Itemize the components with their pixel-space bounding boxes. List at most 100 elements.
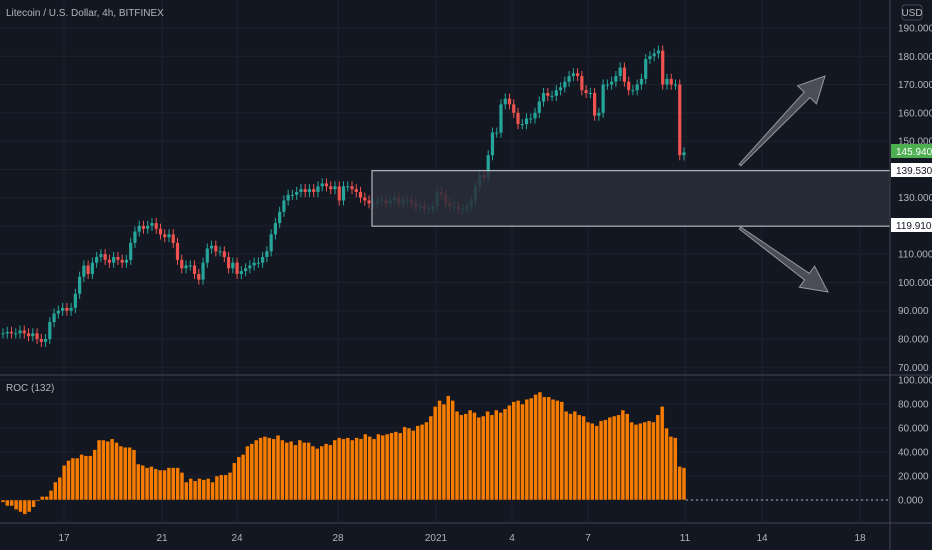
candle-body xyxy=(333,186,337,190)
y-tick-label: 190.000 xyxy=(898,24,932,35)
roc-bar xyxy=(70,457,76,501)
candle-body xyxy=(158,228,163,235)
candle-body xyxy=(610,81,614,85)
roc-tick-label: 100.000 xyxy=(898,376,932,387)
y-tick-label: 80.000 xyxy=(898,335,929,346)
roc-bar xyxy=(192,480,198,501)
roc-bar xyxy=(428,415,434,501)
x-tick-label: 24 xyxy=(231,533,243,544)
candle-body xyxy=(252,262,256,266)
candle-body xyxy=(154,223,158,229)
candle-body xyxy=(503,98,507,105)
roc-bar xyxy=(655,414,661,501)
roc-bar xyxy=(411,430,416,501)
roc-bar xyxy=(245,445,250,501)
roc-bar xyxy=(92,449,97,501)
candle-body xyxy=(597,112,601,116)
roc-bar xyxy=(533,394,538,501)
roc-bar xyxy=(249,443,255,501)
roc-bar xyxy=(267,437,272,501)
candle-body xyxy=(593,93,597,116)
roc-bar xyxy=(105,440,111,501)
candle-body xyxy=(580,76,584,91)
candle-body xyxy=(167,234,171,238)
candle-body xyxy=(133,231,137,243)
candle-body xyxy=(231,262,235,269)
candle-body xyxy=(209,245,214,249)
candle-body xyxy=(512,104,516,113)
roc-bar xyxy=(376,433,381,501)
candle-body xyxy=(163,234,167,238)
candle-body xyxy=(78,276,82,294)
y-tick-label: 180.000 xyxy=(898,52,932,63)
candle-body xyxy=(73,293,77,308)
roc-bar xyxy=(118,445,124,501)
currency-button[interactable] xyxy=(901,4,923,21)
candle-body xyxy=(244,268,248,272)
roc-bar xyxy=(437,400,442,501)
roc-bar xyxy=(485,410,490,501)
candle-body xyxy=(35,333,39,339)
roc-indicator-label: ROC (132) xyxy=(6,383,54,394)
candle-body xyxy=(661,50,665,85)
roc-bar xyxy=(131,449,137,501)
roc-bar xyxy=(380,434,386,501)
roc-bar xyxy=(236,456,241,501)
roc-bar xyxy=(74,457,80,501)
candle-body xyxy=(39,339,43,342)
x-tick-label: 17 xyxy=(58,533,70,544)
roc-tick-label: 20.000 xyxy=(898,472,929,483)
roc-bar xyxy=(515,400,521,501)
y-tick-label: 90.000 xyxy=(898,306,929,317)
candle-body xyxy=(299,189,303,192)
roc-bar xyxy=(598,420,604,501)
roc-bar xyxy=(393,431,399,501)
roc-bar xyxy=(171,467,176,501)
roc-bar xyxy=(476,416,482,501)
roc-bar xyxy=(402,426,407,501)
roc-bar xyxy=(341,438,346,501)
candle-body xyxy=(563,81,567,88)
candle-body xyxy=(261,257,265,263)
symbol-title: Litecoin / U.S. Dollar, 4h, BITFINEX xyxy=(6,8,164,19)
box-top-tag: 139.530 xyxy=(891,163,932,177)
roc-pane[interactable] xyxy=(0,391,890,515)
roc-bar xyxy=(651,421,656,501)
roc-bar xyxy=(162,469,167,501)
candle-body xyxy=(265,251,269,258)
candle-body xyxy=(537,101,541,113)
candle-body xyxy=(205,248,209,263)
roc-bar xyxy=(520,403,525,501)
candle-body xyxy=(499,104,503,133)
x-tick-label: 28 xyxy=(332,533,344,544)
candle-body xyxy=(567,76,571,82)
roc-bar xyxy=(31,499,36,508)
roc-bar xyxy=(384,433,390,501)
roc-bar xyxy=(140,464,145,501)
candle-body xyxy=(192,265,197,274)
candle-body xyxy=(99,254,103,258)
roc-bar xyxy=(550,398,556,501)
roc-bar xyxy=(489,414,495,501)
y-tick-label: 110.000 xyxy=(898,250,932,261)
candle-body xyxy=(350,186,354,190)
drawing-overlays[interactable] xyxy=(371,75,891,293)
candle-body xyxy=(601,84,605,113)
currency-label[interactable]: USD xyxy=(901,8,922,19)
x-tick-label: 14 xyxy=(756,533,768,544)
candle-body xyxy=(516,112,520,125)
candle-body xyxy=(588,93,592,95)
roc-bar xyxy=(594,425,599,501)
roc-bar xyxy=(537,391,543,501)
roc-bar xyxy=(83,455,89,501)
roc-bar xyxy=(61,464,67,501)
roc-bar xyxy=(253,439,259,501)
roc-bar xyxy=(26,499,32,513)
roc-bar xyxy=(345,437,351,501)
roc-bar xyxy=(179,472,185,501)
y-tick-label: 170.000 xyxy=(898,80,932,91)
x-tick-label: 21 xyxy=(156,533,168,544)
candle-body xyxy=(31,333,35,337)
candle-body xyxy=(171,234,175,243)
